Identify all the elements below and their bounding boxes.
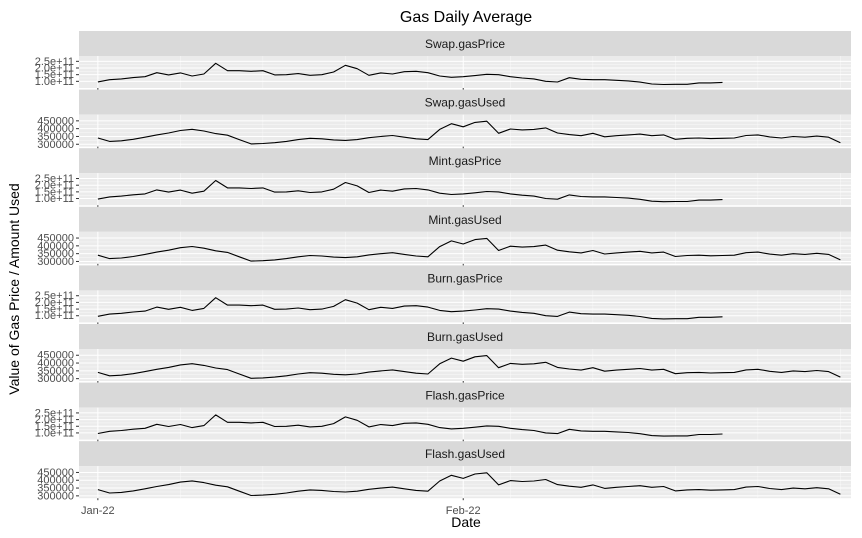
y-tick-label: 1.5e+11 bbox=[35, 421, 74, 433]
strip-label: Flash.gasUsed bbox=[425, 447, 505, 461]
y-tick-label: 300000 bbox=[37, 139, 74, 151]
facet-panels: Swap.gasPrice1.0e+111.5e+112.0e+112.5e+1… bbox=[35, 31, 851, 502]
y-tick-label: 2.0e+11 bbox=[35, 180, 74, 192]
y-tick-label: 450000 bbox=[37, 467, 74, 479]
strip-background bbox=[79, 89, 851, 115]
strip-background bbox=[79, 148, 851, 174]
series-line bbox=[97, 62, 723, 86]
y-tick-label: 400000 bbox=[37, 240, 74, 252]
x-tick-label: Feb-22 bbox=[446, 505, 481, 517]
facet-flash-gasprice: Flash.gasPrice 1.0e+111.5e+112.0e+112.5e+… bbox=[35, 382, 851, 442]
y-tick-label: 400000 bbox=[37, 358, 74, 370]
strip-background bbox=[79, 441, 851, 467]
y-tick-label: 1.5e+11 bbox=[35, 69, 74, 81]
panel-background bbox=[79, 173, 851, 206]
facet-swap-gasprice: Swap.gasPrice 1.0e+111.5e+112.0e+112.5e+1… bbox=[35, 31, 851, 90]
strip-label: Burn.gasPrice bbox=[427, 271, 503, 285]
y-tick-label: 450000 bbox=[37, 350, 74, 362]
y-tick-label: 450000 bbox=[37, 115, 74, 127]
strip-background bbox=[79, 206, 851, 232]
y-tick-label: 2.5e+11 bbox=[35, 56, 74, 68]
strip-background bbox=[79, 324, 851, 349]
y-tick-label: 2.5e+11 bbox=[35, 173, 74, 185]
strip-label: Burn.gasUsed bbox=[427, 330, 503, 344]
x-axis-title: Date bbox=[451, 514, 481, 530]
y-axis-title: Value of Gas Price / Amount Used bbox=[6, 183, 22, 394]
strip-background bbox=[79, 382, 851, 408]
facet-mint-gasprice: Mint.gasPrice 1.0e+111.5e+112.0e+112.5e+1… bbox=[35, 148, 851, 208]
y-tick-label: 1.5e+11 bbox=[35, 186, 74, 198]
y-tick-label: 1.0e+11 bbox=[35, 76, 74, 88]
y-tick-label: 450000 bbox=[37, 233, 74, 245]
chart-title: Gas Daily Average bbox=[400, 9, 532, 26]
panel-background bbox=[79, 114, 851, 147]
x-axis: Jan-22 Feb-22 bbox=[81, 505, 481, 517]
strip-label: Mint.gasUsed bbox=[428, 213, 501, 227]
y-tick-label: 400000 bbox=[37, 123, 74, 135]
panel-background bbox=[79, 290, 851, 323]
y-tick-label: 2.5e+11 bbox=[35, 290, 74, 302]
panel-background bbox=[79, 231, 851, 264]
y-tick-label: 300000 bbox=[37, 373, 74, 385]
panel-background bbox=[79, 56, 851, 88]
y-tick-label: 400000 bbox=[37, 475, 74, 487]
series-line bbox=[97, 414, 723, 437]
y-tick-label: 350000 bbox=[37, 365, 74, 377]
strip-background bbox=[79, 31, 851, 56]
y-tick-label: 300000 bbox=[37, 256, 74, 268]
y-tick-label: 1.5e+11 bbox=[35, 304, 74, 316]
y-tick-label: 1.0e+11 bbox=[35, 427, 74, 439]
strip-background bbox=[79, 265, 851, 291]
y-tick-label: 350000 bbox=[37, 131, 74, 143]
y-tick-label: 350000 bbox=[37, 483, 74, 495]
series-line bbox=[97, 297, 723, 320]
series-line bbox=[97, 355, 841, 379]
strip-label: Swap.gasUsed bbox=[425, 96, 506, 110]
y-tick-label: 1.0e+11 bbox=[35, 193, 74, 205]
strip-label: Mint.gasPrice bbox=[429, 154, 502, 168]
panel-background bbox=[79, 349, 851, 381]
x-tick-label: Jan-22 bbox=[81, 505, 115, 517]
panel-background bbox=[79, 407, 851, 440]
series-line bbox=[97, 120, 841, 145]
strip-label: Flash.gasPrice bbox=[425, 389, 505, 403]
y-tick-label: 2.5e+11 bbox=[35, 407, 74, 419]
series-line bbox=[97, 237, 841, 262]
y-tick-label: 350000 bbox=[37, 248, 74, 260]
series-line bbox=[97, 472, 841, 497]
y-tick-label: 2.0e+11 bbox=[35, 63, 74, 75]
y-tick-label: 2.0e+11 bbox=[35, 414, 74, 426]
y-tick-label: 1.0e+11 bbox=[35, 310, 74, 322]
facet-burn-gasprice: Burn.gasPrice 1.0e+111.5e+112.0e+112.5e+1… bbox=[35, 265, 851, 325]
y-tick-label: 300000 bbox=[37, 490, 74, 502]
panel-background bbox=[79, 466, 851, 499]
series-line bbox=[97, 179, 723, 203]
strip-label: Swap.gasPrice bbox=[425, 37, 505, 51]
y-tick-label: 2.0e+11 bbox=[35, 297, 74, 309]
